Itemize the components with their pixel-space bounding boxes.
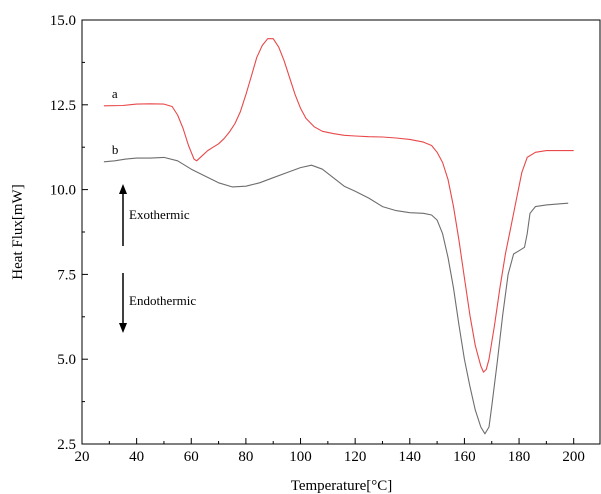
y-tick-label: 15.0 <box>50 13 76 29</box>
y-axis-title: Heat Flux[mW] <box>10 184 26 279</box>
tick-labels: 20 40 60 80 100 120 140 160 180 200 2.5 5.0 7.5 10.0 1… <box>50 13 585 465</box>
axis-ticks <box>81 19 575 445</box>
y-tick-label: 12.5 <box>50 98 76 114</box>
y-tick-label: 2.5 <box>57 437 76 453</box>
x-tick-label: 80 <box>238 449 253 465</box>
endothermic-label: Endothermic <box>129 293 196 308</box>
exothermic-label: Exothermic <box>129 207 190 222</box>
x-tick-label: 60 <box>184 449 199 465</box>
x-tick-label: 20 <box>75 449 90 465</box>
annotation-layer: Exothermic Endothermic <box>119 184 196 333</box>
series-label-b: b <box>112 142 119 157</box>
x-tick-label: 120 <box>344 449 367 465</box>
exothermic-arrowhead <box>119 184 127 194</box>
y-tick-label: 10.0 <box>50 183 76 199</box>
plot-frame <box>81 19 601 445</box>
series-layer <box>103 38 574 435</box>
y-tick-label: 5.0 <box>57 352 76 368</box>
endothermic-arrowhead <box>119 323 127 333</box>
x-tick-label: 160 <box>453 449 476 465</box>
x-tick-label: 180 <box>508 449 531 465</box>
y-tick-label: 7.5 <box>57 267 76 283</box>
x-tick-label: 200 <box>562 449 585 465</box>
series-line-b <box>103 156 569 435</box>
x-tick-label: 140 <box>399 449 422 465</box>
x-tick-label: 40 <box>129 449 144 465</box>
x-tick-label: 100 <box>289 449 312 465</box>
x-axis-title: Temperature[°C] <box>291 478 393 494</box>
series-label-a: a <box>112 86 118 101</box>
series-labels: ab <box>112 86 119 157</box>
series-line-a <box>103 38 574 373</box>
